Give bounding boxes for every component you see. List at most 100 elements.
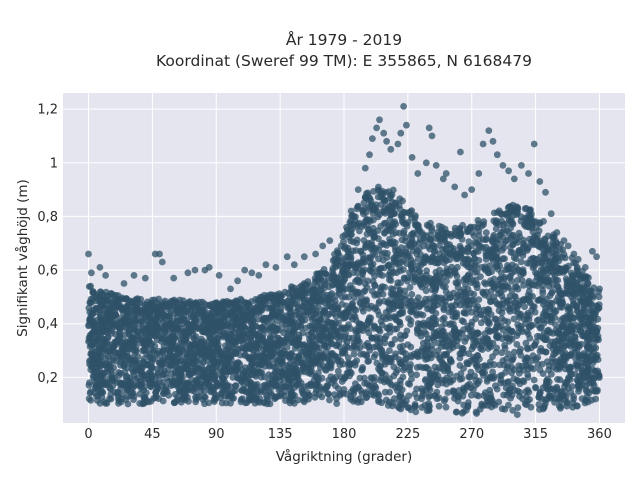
scatter-point — [127, 332, 134, 340]
scatter-point — [116, 296, 123, 303]
scatter-point — [101, 328, 108, 336]
scatter-point — [389, 402, 396, 410]
scatter-point — [411, 390, 419, 398]
scatter-point — [346, 282, 354, 289]
scatter-point — [428, 378, 436, 386]
scatter-point — [154, 365, 161, 373]
scatter-point — [270, 363, 277, 371]
scatter-point — [482, 288, 490, 296]
scatter-point — [374, 307, 381, 315]
scatter-point — [529, 352, 537, 360]
scatter-point — [341, 346, 349, 354]
scatter-point — [517, 310, 525, 318]
scatter-point — [309, 357, 317, 365]
scatter-point — [247, 333, 255, 341]
scatter-point — [568, 327, 576, 335]
scatter-point — [166, 342, 174, 350]
scatter-point — [97, 319, 105, 326]
scatter-point — [214, 344, 222, 352]
scatter-point — [338, 271, 345, 279]
scatter-point — [355, 279, 363, 286]
scatter-point — [356, 344, 364, 352]
scatter-point — [197, 338, 205, 346]
scatter-point — [499, 335, 506, 343]
scatter-point — [413, 364, 421, 371]
scatter-point — [457, 350, 465, 358]
scatter-point — [245, 389, 253, 396]
scatter-point — [174, 349, 182, 357]
scatter-point — [274, 368, 281, 375]
scatter-point — [503, 299, 511, 307]
scatter-point — [85, 395, 93, 403]
scatter-point — [134, 300, 142, 308]
scatter-point — [543, 336, 551, 344]
scatter-point — [115, 330, 123, 338]
scatter-point — [422, 376, 429, 383]
scatter-point — [337, 281, 345, 288]
scatter-point — [392, 260, 399, 267]
scatter-point — [588, 386, 596, 394]
scatter-point — [492, 225, 500, 233]
scatter-point — [134, 374, 141, 382]
scatter-point — [302, 324, 310, 332]
scatter-point — [554, 252, 562, 259]
scatter-point — [440, 351, 448, 358]
scatter-point — [246, 341, 253, 348]
scatter-point — [359, 268, 367, 276]
scatter-point — [307, 299, 315, 306]
scatter-point — [466, 380, 473, 388]
scatter-point — [327, 319, 335, 326]
scatter-point — [535, 401, 543, 408]
scatter-point — [247, 396, 255, 403]
scatter-point — [444, 389, 452, 396]
scatter-point — [532, 384, 540, 392]
scatter-point — [473, 361, 481, 368]
scatter-point — [123, 318, 131, 325]
scatter-point — [440, 306, 448, 314]
scatter-point — [387, 285, 395, 293]
scatter-point — [112, 302, 120, 310]
scatter-point — [555, 287, 562, 295]
scatter-point — [142, 389, 150, 397]
scatter-point — [539, 370, 547, 377]
scatter-point — [212, 338, 220, 345]
scatter-point — [384, 377, 391, 385]
scatter-point — [184, 379, 192, 387]
scatter-point — [505, 263, 513, 271]
scatter-point — [577, 328, 585, 336]
scatter-point — [508, 287, 516, 295]
scatter-point — [453, 298, 461, 306]
scatter-point — [226, 299, 234, 306]
scatter-point — [237, 398, 245, 406]
scatter-point — [550, 341, 558, 349]
scatter-point — [407, 361, 414, 368]
scatter-point — [136, 390, 144, 398]
scatter-point — [446, 294, 454, 302]
scatter-point — [510, 254, 518, 262]
scatter-point — [298, 282, 305, 290]
scatter-point — [580, 306, 587, 313]
scatter-point — [426, 370, 434, 378]
scatter-point — [308, 340, 316, 348]
scatter-point — [455, 392, 463, 399]
scatter-point — [497, 275, 504, 283]
scatter-point — [595, 301, 603, 308]
scatter-point — [408, 290, 416, 298]
scatter-point — [357, 350, 365, 358]
scatter-point — [378, 250, 386, 258]
scatter-point — [260, 326, 268, 334]
scatter-point — [350, 350, 358, 358]
scatter-point — [413, 250, 421, 258]
scatter-point — [130, 325, 138, 333]
scatter-point — [494, 209, 502, 216]
scatter-point — [530, 376, 538, 384]
scatter-point — [556, 365, 563, 373]
scatter-point — [501, 341, 508, 349]
scatter-point — [392, 350, 399, 358]
scatter-point — [452, 270, 459, 277]
scatter-point — [316, 294, 324, 302]
scatter-point — [350, 339, 358, 347]
scatter-point — [319, 310, 327, 317]
scatter-point — [519, 240, 527, 247]
scatter-point — [332, 301, 339, 309]
